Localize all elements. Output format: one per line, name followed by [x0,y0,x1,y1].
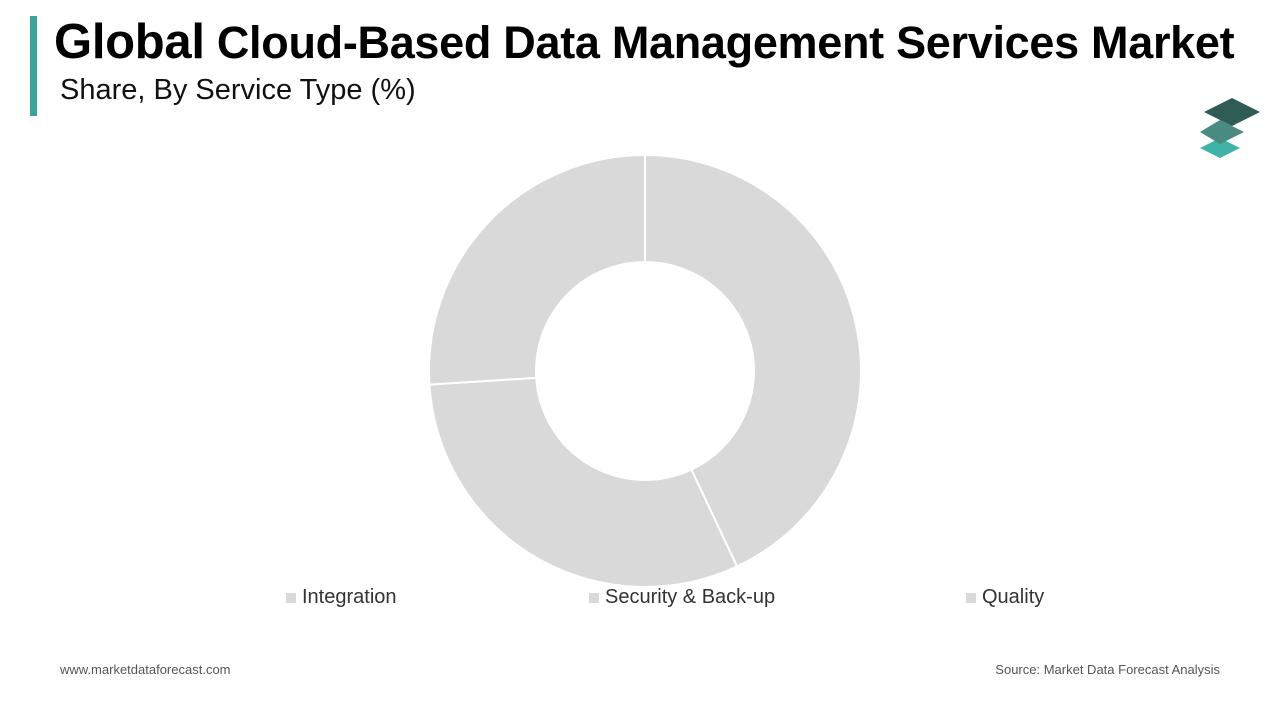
legend-label: Security & Back-up [605,586,776,608]
legend-swatch [286,592,296,603]
donut-chart [428,153,862,588]
legend-item-security-back-up: Security & Back-up [589,586,775,609]
logo-layer-top [1204,98,1260,126]
logo-layer-middle [1200,120,1244,144]
footer-website: www.marketdataforecast.com [60,662,231,677]
legend-item-integration: Integration [286,586,397,609]
legend-label: Integration [302,586,397,608]
page-subtitle: Share, By Service Type (%) [60,74,416,106]
legend-swatch [589,592,599,603]
legend-swatch [966,592,976,603]
stacked-layers-icon [1200,98,1260,158]
donut-slice-integration [644,153,862,568]
title-first-word: Global [54,15,205,69]
donut-slice-quality [428,153,646,386]
chart-legend: Integration Security & Back-up Quality [0,586,1280,616]
footer-source: Source: Market Data Forecast Analysis [995,662,1220,677]
legend-item-quality: Quality [966,586,1044,609]
title-accent-bar [30,16,37,116]
logo-layer-bottom [1200,138,1240,158]
title-rest: Cloud-Based Data Management Services Mar… [216,17,1235,68]
donut-slice-security-back-up [428,376,739,588]
legend-label: Quality [982,586,1045,608]
page-title: Global Cloud-Based Data Management Servi… [54,14,1235,70]
